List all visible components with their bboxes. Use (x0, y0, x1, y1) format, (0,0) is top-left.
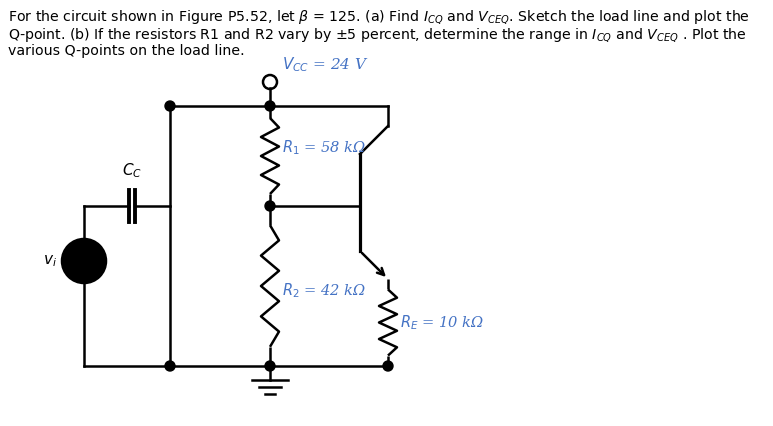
Text: $R_1$ = 58 kΩ: $R_1$ = 58 kΩ (282, 138, 366, 157)
Circle shape (265, 201, 275, 211)
Circle shape (265, 361, 275, 371)
Text: $R_2$ = 42 kΩ: $R_2$ = 42 kΩ (282, 282, 366, 300)
Circle shape (265, 101, 275, 111)
Text: $C_C$: $C_C$ (122, 161, 142, 180)
Circle shape (62, 239, 106, 283)
Text: $R_E$ = 10 kΩ: $R_E$ = 10 kΩ (400, 313, 485, 332)
Text: $V_{CC}$ = 24 V: $V_{CC}$ = 24 V (282, 55, 369, 74)
Circle shape (165, 101, 175, 111)
Circle shape (383, 361, 393, 371)
Text: Q-point. (b) If the resistors R1 and R2 vary by $\pm$5 percent, determine the ra: Q-point. (b) If the resistors R1 and R2 … (8, 26, 747, 44)
Text: For the circuit shown in Figure P5.52, let $\beta$ = 125. (a) Find $I_{CQ}$ and : For the circuit shown in Figure P5.52, l… (8, 8, 750, 26)
Circle shape (165, 361, 175, 371)
Text: −: − (79, 262, 89, 276)
Text: $v_i$: $v_i$ (43, 253, 57, 269)
Text: +: + (79, 247, 90, 259)
Text: various Q-points on the load line.: various Q-points on the load line. (8, 44, 244, 58)
